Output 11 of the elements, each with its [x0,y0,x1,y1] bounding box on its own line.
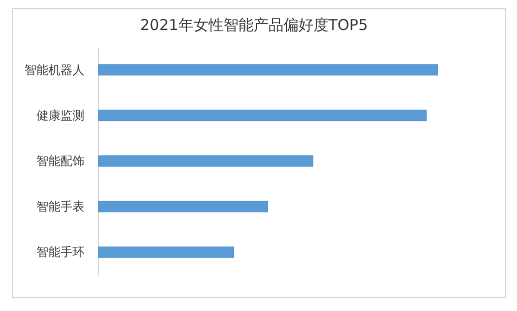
y-tick-label: 智能手表 [36,200,84,214]
bar [98,110,427,122]
y-tick-label: 智能配饰 [36,154,84,168]
bar [98,155,314,167]
chart-title: 2021年女性智能产品偏好度TOP5 [140,16,368,34]
bar [98,64,438,76]
bar [98,200,268,212]
y-tick-label: 智能手环 [36,245,84,260]
bar [98,246,234,258]
y-tick-label: 健康监测 [36,108,84,122]
y-tick-label: 智能机器人 [24,62,84,77]
